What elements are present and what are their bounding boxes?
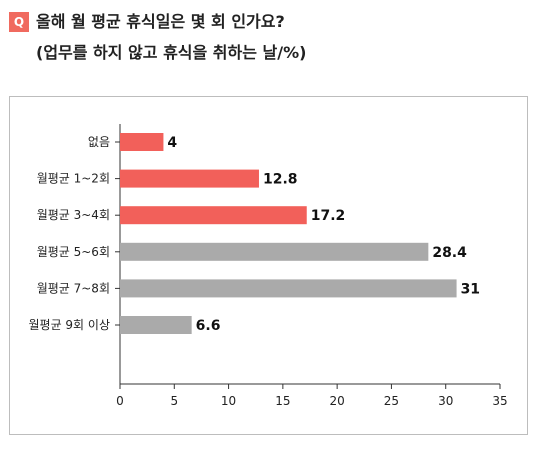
bar xyxy=(120,133,164,151)
category-label: 없음 xyxy=(88,135,110,149)
category-label: 월평균 3~4회 xyxy=(37,208,110,222)
question-badge: Q xyxy=(9,12,29,32)
question-title: 올해 월 평균 휴식일은 몇 회 인가요? xyxy=(36,12,285,31)
x-tick-label: 5 xyxy=(170,394,178,408)
x-tick-label: 0 xyxy=(116,394,124,408)
bar xyxy=(120,206,307,225)
category-label: 월평균 7~8회 xyxy=(37,281,110,295)
x-tick-label: 20 xyxy=(330,394,345,408)
x-tick-label: 15 xyxy=(275,394,290,408)
value-label: 6.6 xyxy=(196,318,221,334)
category-label: 월평균 9회 이상 xyxy=(28,318,110,332)
value-label: 28.4 xyxy=(432,245,467,261)
bar xyxy=(120,279,457,298)
value-label: 4 xyxy=(167,135,177,151)
bar xyxy=(120,316,192,334)
value-label: 31 xyxy=(461,281,480,297)
bar xyxy=(120,242,429,261)
value-label: 12.8 xyxy=(263,172,298,188)
x-tick-label: 10 xyxy=(221,394,236,408)
x-tick-label: 35 xyxy=(492,394,507,408)
question-subtitle: (업무를 하지 않고 휴식을 취하는 날/%) xyxy=(36,43,307,62)
chart-container xyxy=(9,96,528,435)
x-tick-label: 30 xyxy=(438,394,453,408)
value-label: 17.2 xyxy=(311,208,346,224)
bar xyxy=(120,169,259,188)
x-tick-label: 25 xyxy=(384,394,399,408)
category-label: 월평균 5~6회 xyxy=(37,245,110,259)
category-label: 월평균 1~2회 xyxy=(37,172,110,186)
